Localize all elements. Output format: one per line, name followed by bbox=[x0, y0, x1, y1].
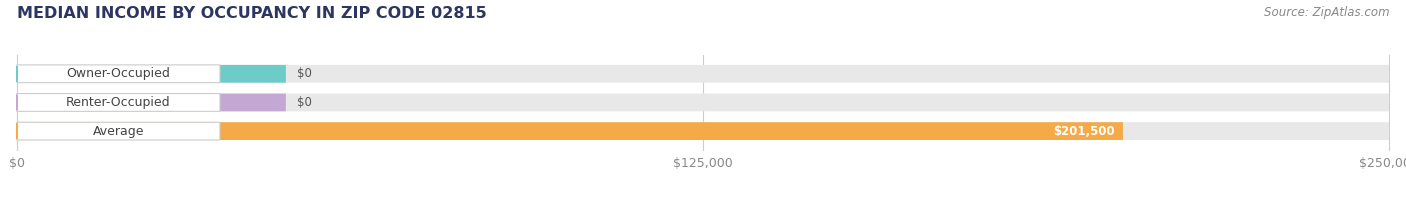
Text: Owner-Occupied: Owner-Occupied bbox=[66, 67, 170, 80]
Text: Average: Average bbox=[93, 125, 145, 138]
FancyBboxPatch shape bbox=[17, 122, 1389, 140]
Text: $201,500: $201,500 bbox=[1053, 125, 1115, 138]
FancyBboxPatch shape bbox=[17, 94, 219, 111]
Text: $0: $0 bbox=[297, 67, 312, 80]
Text: Source: ZipAtlas.com: Source: ZipAtlas.com bbox=[1264, 6, 1389, 19]
Text: $0: $0 bbox=[297, 96, 312, 109]
Text: Renter-Occupied: Renter-Occupied bbox=[66, 96, 170, 109]
FancyBboxPatch shape bbox=[219, 65, 285, 83]
FancyBboxPatch shape bbox=[17, 122, 1123, 140]
Text: MEDIAN INCOME BY OCCUPANCY IN ZIP CODE 02815: MEDIAN INCOME BY OCCUPANCY IN ZIP CODE 0… bbox=[17, 6, 486, 21]
FancyBboxPatch shape bbox=[17, 65, 1389, 83]
FancyBboxPatch shape bbox=[17, 94, 1389, 111]
FancyBboxPatch shape bbox=[17, 65, 219, 83]
FancyBboxPatch shape bbox=[17, 122, 219, 140]
FancyBboxPatch shape bbox=[219, 94, 285, 111]
